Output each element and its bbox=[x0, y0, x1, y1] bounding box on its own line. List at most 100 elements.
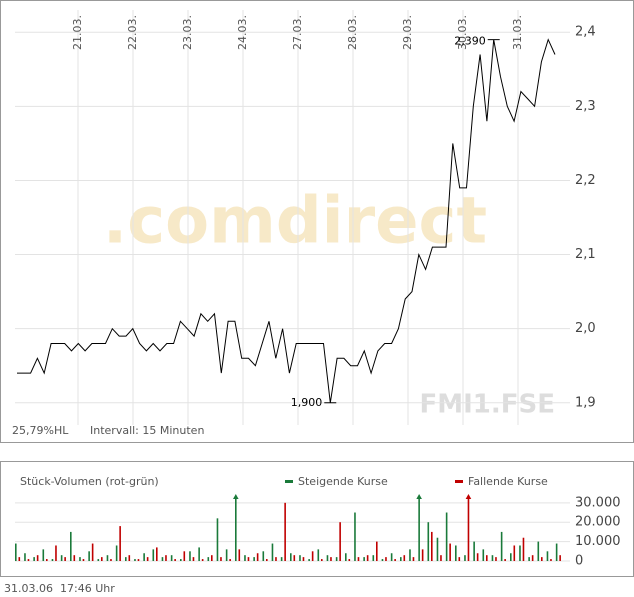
volume-bar bbox=[381, 559, 384, 561]
volume-bar bbox=[36, 555, 39, 561]
volume-bar bbox=[330, 557, 332, 561]
volume-bar bbox=[302, 557, 305, 561]
volume-bar bbox=[137, 559, 140, 561]
volume-bar bbox=[33, 557, 35, 561]
volume-bar bbox=[119, 526, 121, 561]
volume-bar bbox=[321, 559, 323, 561]
volume-bar bbox=[262, 551, 265, 561]
y-tick-label: 10.000 bbox=[575, 534, 621, 549]
y-tick-label: 2,0 bbox=[575, 321, 596, 336]
volume-bar bbox=[284, 502, 286, 561]
volume-bar bbox=[335, 557, 338, 561]
price-line bbox=[17, 38, 556, 403]
volume-bar bbox=[348, 559, 351, 561]
volume-bar bbox=[431, 531, 433, 561]
volume-bar bbox=[211, 555, 213, 561]
y-tick-label: 20.000 bbox=[575, 515, 621, 530]
y-tick-label: 2,3 bbox=[575, 99, 596, 114]
volume-bar bbox=[421, 549, 424, 561]
volume-bar bbox=[253, 557, 255, 561]
volume-bar bbox=[225, 549, 228, 561]
volume-title: Stück-Volumen (rot-grün) bbox=[20, 475, 159, 488]
volume-bar bbox=[192, 557, 195, 561]
volume-bar bbox=[73, 555, 76, 561]
volume-bar bbox=[70, 531, 72, 561]
volume-bar bbox=[299, 555, 301, 561]
volume-bar bbox=[110, 559, 112, 561]
x-tick-label: 21.03. bbox=[71, 15, 84, 50]
volume-bar bbox=[491, 555, 494, 561]
volume-bar bbox=[238, 549, 241, 561]
volume-bar bbox=[91, 543, 94, 561]
volume-bar bbox=[537, 541, 540, 561]
volume-bar bbox=[165, 555, 167, 561]
volume-bar bbox=[24, 553, 26, 561]
volume-bar bbox=[161, 557, 164, 561]
volume-bar bbox=[128, 555, 131, 561]
volume-bar bbox=[464, 555, 466, 561]
volume-bar bbox=[280, 557, 283, 561]
volume-bar bbox=[449, 543, 451, 561]
volume-bar bbox=[143, 553, 145, 561]
volume-bar bbox=[256, 553, 259, 561]
volume-bar bbox=[183, 551, 186, 561]
volume-bar bbox=[504, 559, 506, 561]
volume-bar bbox=[531, 555, 534, 561]
volume-bar bbox=[46, 559, 48, 561]
volume-bar bbox=[345, 553, 347, 561]
volume-bar bbox=[125, 557, 127, 561]
volume-bar bbox=[216, 518, 219, 561]
volume-bar bbox=[18, 557, 21, 561]
volume-bar bbox=[293, 555, 296, 561]
x-tick-label: 27.03. bbox=[291, 15, 304, 50]
volume-bar bbox=[476, 553, 479, 561]
legend-label: Steigende Kurse bbox=[298, 475, 388, 488]
y-tick-label: 0 bbox=[575, 554, 583, 569]
footer-date: 31.03.06 bbox=[4, 582, 53, 595]
volume-bar bbox=[235, 497, 237, 561]
volume-bar bbox=[363, 557, 365, 561]
min-label: 1,900 bbox=[291, 396, 323, 409]
x-tick-label: 24.03. bbox=[236, 15, 249, 50]
legend-swatch bbox=[285, 480, 293, 483]
legend-label: Fallende Kurse bbox=[468, 475, 548, 488]
volume-bar bbox=[229, 559, 231, 561]
volume-bar bbox=[555, 543, 558, 561]
volume-bar bbox=[455, 545, 457, 561]
volume-bar bbox=[541, 557, 543, 561]
y-tick-label: 30.000 bbox=[575, 495, 621, 510]
volume-bar bbox=[64, 557, 66, 561]
y-tick-label: 1,9 bbox=[575, 395, 596, 410]
volume-bar bbox=[339, 522, 341, 561]
volume-bar bbox=[409, 549, 411, 561]
volume-bar bbox=[290, 553, 292, 561]
volume-bar bbox=[311, 551, 314, 561]
volume-bar bbox=[500, 531, 503, 561]
volume-bar bbox=[15, 543, 17, 561]
volume-bar bbox=[354, 512, 356, 561]
volume-bar bbox=[482, 549, 485, 561]
volume-bar bbox=[134, 559, 136, 561]
footer-time: 17:46 Uhr bbox=[60, 582, 115, 595]
volume-bar bbox=[170, 555, 173, 561]
volume-bar bbox=[201, 559, 204, 561]
y-tick-label: 2,2 bbox=[575, 173, 596, 188]
brand-watermark: .comdirect bbox=[103, 185, 487, 259]
legend-swatch bbox=[455, 480, 463, 483]
volume-bar bbox=[528, 557, 530, 561]
volume-bar bbox=[51, 559, 54, 561]
x-tick-label: 29.03. bbox=[401, 15, 414, 50]
volume-bar bbox=[247, 557, 250, 561]
x-tick-label: 23.03. bbox=[181, 15, 194, 50]
volume-bar bbox=[42, 549, 45, 561]
volume-bar bbox=[486, 555, 488, 561]
volume-bar bbox=[400, 557, 402, 561]
volume-bar bbox=[198, 547, 200, 561]
volume-bar bbox=[467, 497, 470, 561]
volume-bar bbox=[436, 537, 439, 561]
volume-bar bbox=[366, 555, 369, 561]
volume-bar bbox=[101, 557, 103, 561]
y-tick-label: 2,4 bbox=[575, 25, 596, 40]
volume-bar bbox=[510, 553, 512, 561]
volume-bar bbox=[495, 557, 497, 561]
